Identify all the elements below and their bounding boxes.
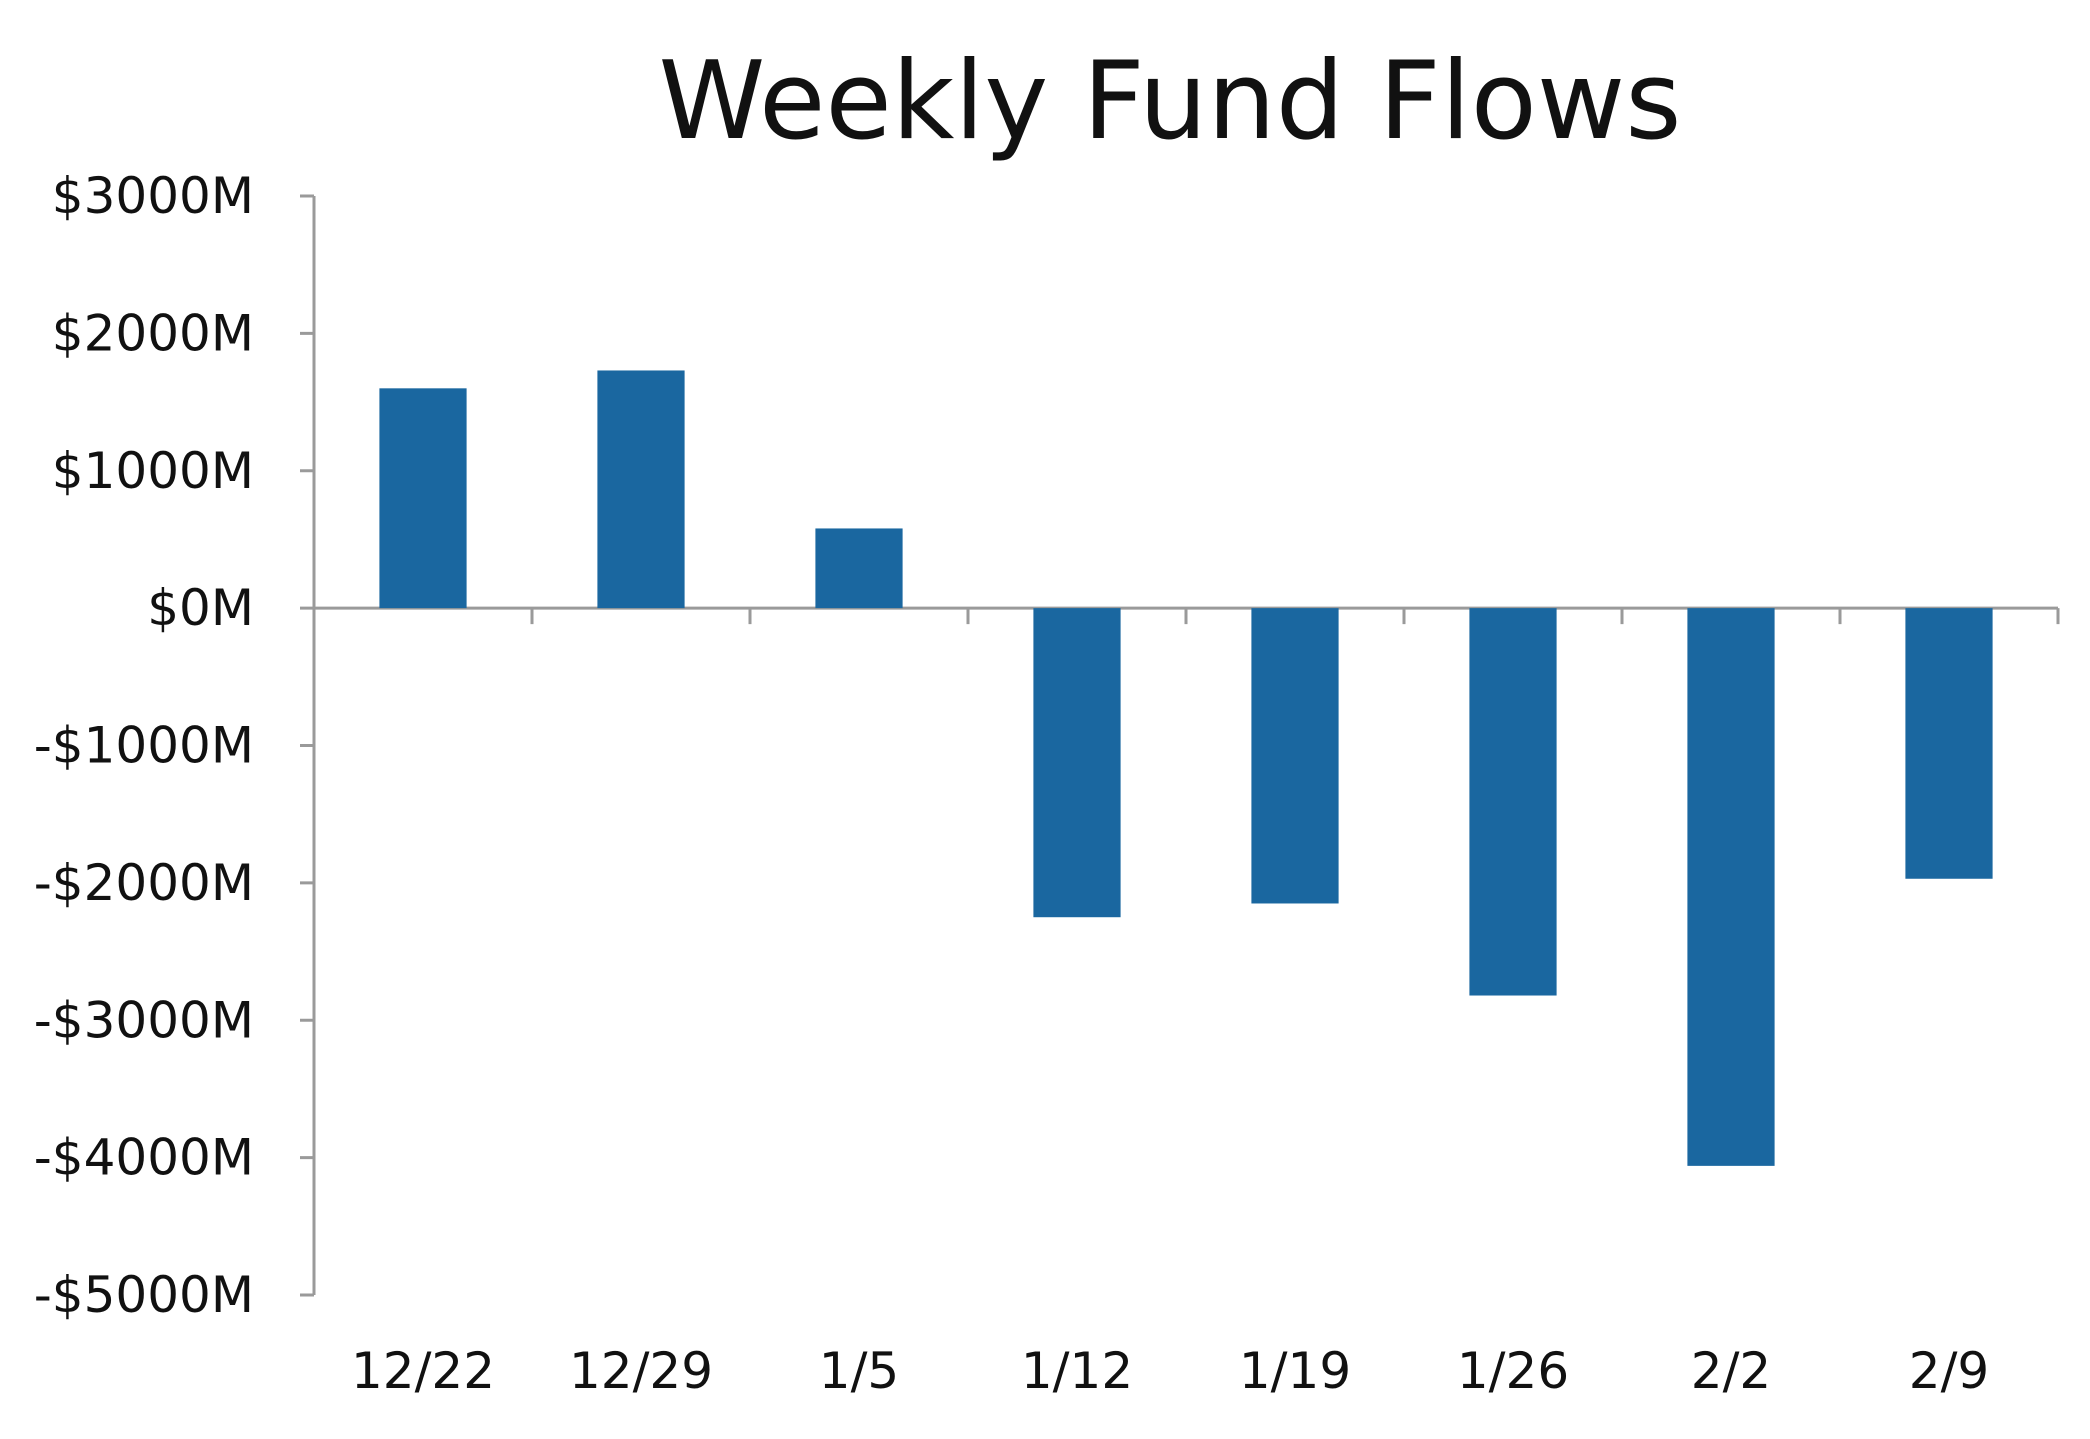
bar-2-9 [1905, 608, 1993, 879]
y-tick-label: $1000M [52, 442, 254, 500]
y-tick-label: $3000M [52, 167, 254, 225]
x-axis: 12/22 12/29 1/5 1/12 1/19 1/26 2/2 2/9 [314, 606, 2060, 1400]
x-tick-label: 12/22 [351, 1342, 495, 1400]
bar-1-19 [1251, 608, 1339, 904]
y-tick-label: $0M [147, 579, 254, 637]
bar-1-26 [1469, 608, 1557, 996]
x-tick-label: 1/26 [1457, 1342, 1569, 1400]
y-tick-label: -$2000M [34, 854, 254, 912]
x-tick-label: 2/2 [1691, 1342, 1771, 1400]
bar-1-12 [1033, 608, 1121, 918]
chart-title: Weekly Fund Flows [659, 39, 1682, 164]
bar-12-22 [379, 388, 467, 609]
y-tick-label: -$4000M [34, 1129, 254, 1187]
bar-2-2 [1687, 608, 1775, 1166]
y-tick-label: -$5000M [34, 1266, 254, 1324]
bars [379, 370, 1993, 1166]
y-axis: $3000M $2000M $1000M $0M -$1000M -$2000M -$300… [34, 167, 316, 1324]
bar-12-29 [597, 370, 685, 609]
y-tick-label: $2000M [52, 304, 254, 362]
x-tick-label: 2/9 [1909, 1342, 1989, 1400]
y-tick-label: -$3000M [34, 991, 254, 1049]
x-tick-label: 1/12 [1021, 1342, 1133, 1400]
x-tick-label: 1/5 [819, 1342, 899, 1400]
x-tick-label: 1/19 [1239, 1342, 1351, 1400]
bar-1-5 [815, 528, 903, 609]
y-tick-label: -$1000M [34, 717, 254, 775]
x-tick-label: 12/29 [569, 1342, 713, 1400]
